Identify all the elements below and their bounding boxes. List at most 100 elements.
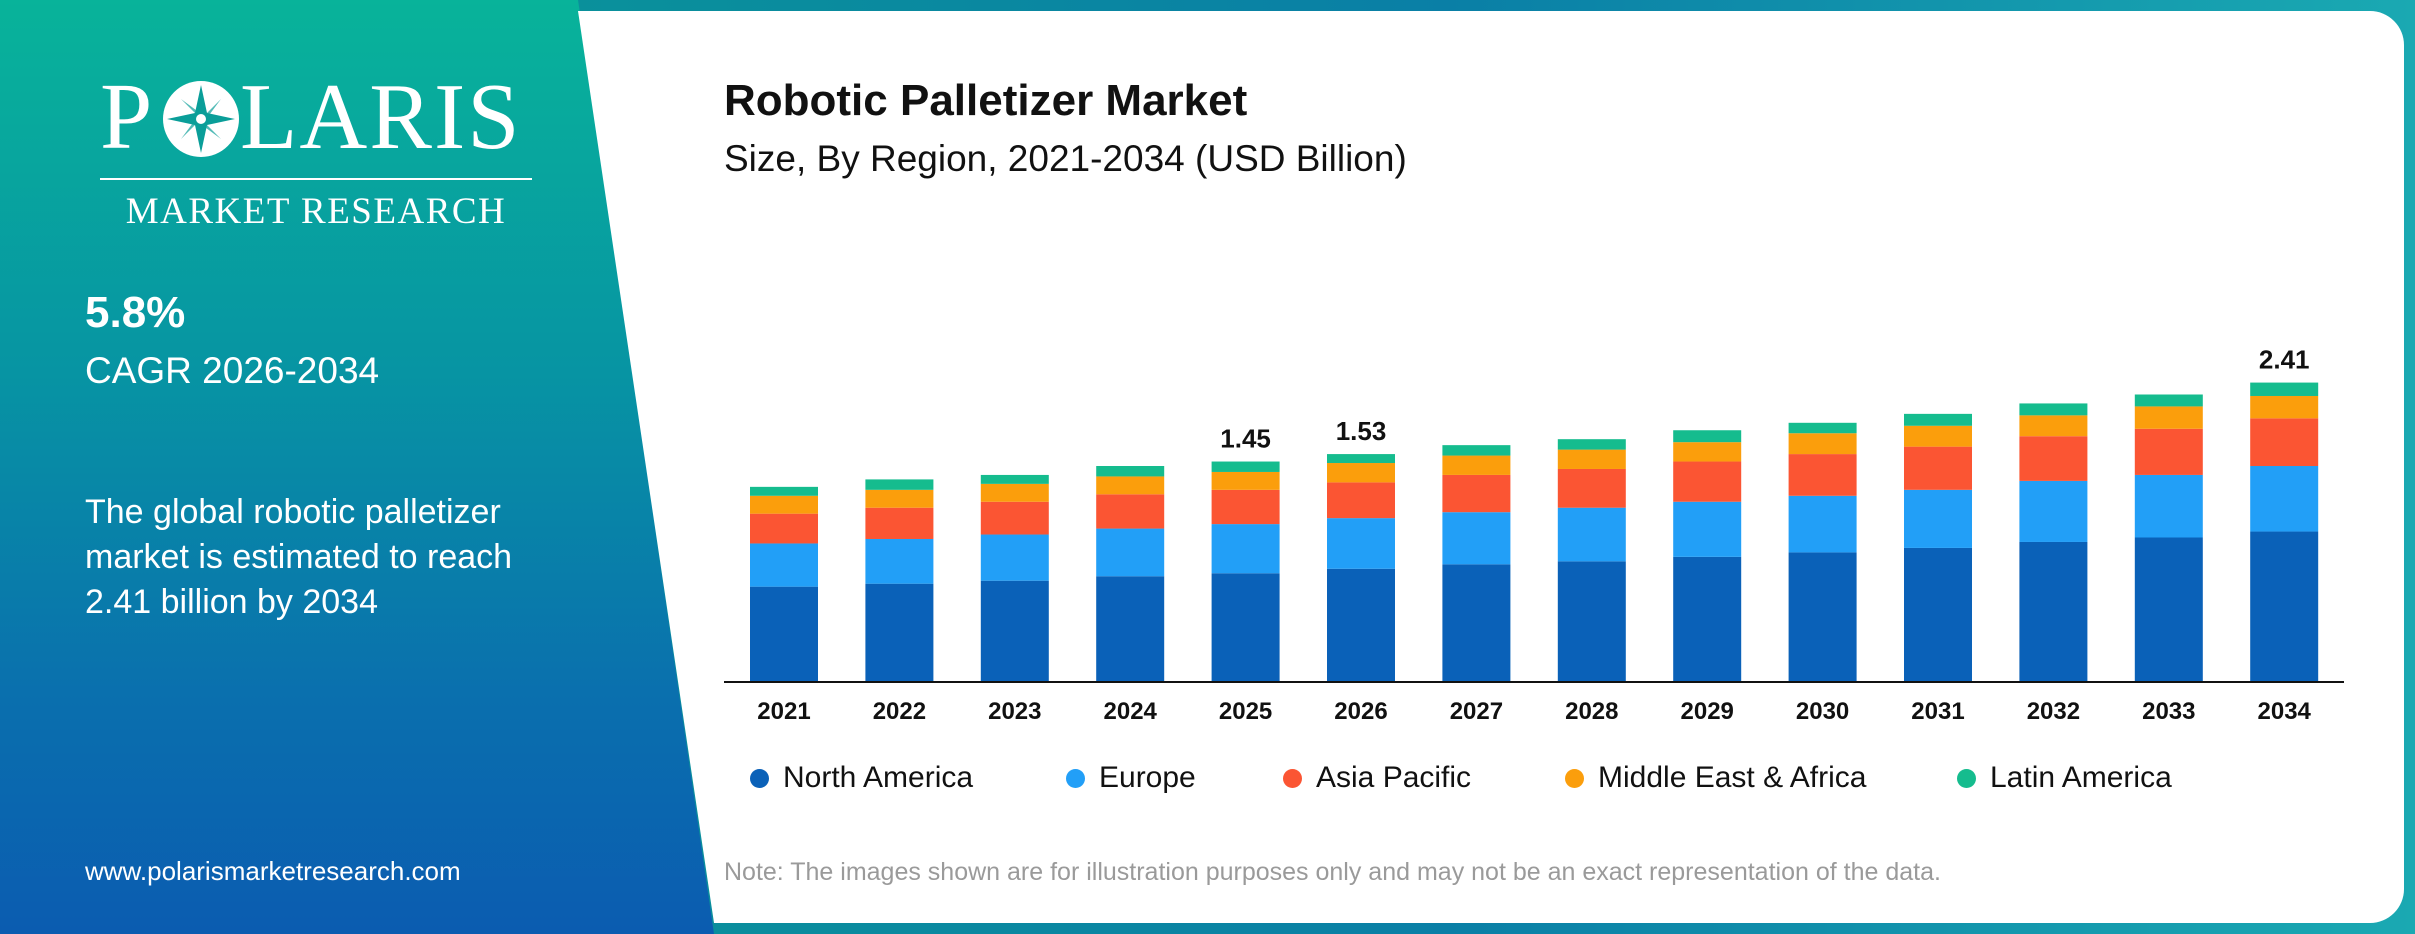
bar-segment-2032-middle-east-africa <box>2019 415 2088 437</box>
logo-subtitle: MARKET RESEARCH <box>125 191 507 232</box>
bar-segment-2026-latin-america <box>1327 454 1395 464</box>
bar-segment-2026-asia-pacific <box>1327 482 1395 519</box>
bar-segment-2031-latin-america <box>1904 413 1972 426</box>
legend-item-middle-east-africa: Middle East & Africa <box>1565 758 1866 798</box>
bar-segment-2031-asia-pacific <box>1904 446 1972 490</box>
bar-segment-2033-latin-america <box>2134 394 2203 407</box>
bar-segment-2024-europe <box>1096 528 1165 577</box>
bar-segment-2021-north-america <box>750 586 818 682</box>
disclaimer-note: Note: The images shown are for illustrat… <box>724 858 1941 886</box>
x-tick-label-2027: 2027 <box>1450 698 1503 725</box>
bar-segment-2034-asia-pacific <box>2250 418 2319 466</box>
bar-segment-2025-latin-america <box>1211 461 1280 472</box>
bar-segment-2022-north-america <box>865 583 934 682</box>
x-tick-label-2030: 2030 <box>1796 698 1849 725</box>
legend-label: North America <box>783 761 974 794</box>
bar-segment-2029-middle-east-africa <box>1673 442 1742 462</box>
legend-label: Asia Pacific <box>1316 761 1472 794</box>
legend-label: Middle East & Africa <box>1598 761 1867 794</box>
bar-segment-2021-middle-east-africa <box>750 495 818 514</box>
legend-swatch <box>1066 768 1085 788</box>
bar-segment-2033-middle-east-africa <box>2134 406 2203 429</box>
chart-subtitle: Size, By Region, 2021-2034 (USD Billion) <box>724 138 1407 179</box>
legend-swatch <box>1565 768 1584 788</box>
bar-segment-2033-north-america <box>2134 537 2203 682</box>
cagr-label: CAGR 2026-2034 <box>85 350 380 391</box>
total-label-2026: 1.53 <box>1336 416 1387 446</box>
bar-segment-2027-north-america <box>1442 564 1511 682</box>
bar-segment-2026-europe <box>1327 518 1395 569</box>
bar-segment-2027-middle-east-africa <box>1442 455 1511 475</box>
website-link[interactable]: www.polarismarketresearch.com <box>85 856 461 886</box>
cagr-value: 5.8% <box>85 288 186 337</box>
bar-segment-2033-europe <box>2134 474 2203 538</box>
bar-segment-2024-latin-america <box>1096 466 1165 477</box>
legend-item-europe: Europe <box>1066 758 1196 798</box>
bar-segment-2029-north-america <box>1673 556 1742 682</box>
x-tick-label-2025: 2025 <box>1219 698 1272 725</box>
bar-segment-2025-middle-east-africa <box>1211 471 1280 490</box>
bar-segment-2026-north-america <box>1327 568 1395 682</box>
legend-item-north-america: North America <box>750 758 973 798</box>
info-panel: P LARIS MARKET RESEARCH 5.8% CAGR 2026-2… <box>0 0 714 934</box>
bar-segment-2022-europe <box>865 538 934 584</box>
bar-segment-2028-asia-pacific <box>1557 468 1626 508</box>
bar-segment-2032-north-america <box>2019 541 2088 682</box>
bar-segment-2027-latin-america <box>1442 445 1511 456</box>
bar-segment-2023-north-america <box>980 580 1049 682</box>
bar-segment-2024-north-america <box>1096 576 1165 682</box>
x-tick-label-2033: 2033 <box>2142 698 2195 725</box>
bar-segment-2034-europe <box>2250 466 2319 532</box>
x-tick-label-2031: 2031 <box>1911 698 1964 725</box>
bar-segment-2028-latin-america <box>1557 439 1626 450</box>
bar-segment-2024-middle-east-africa <box>1096 476 1165 495</box>
bar-segment-2027-europe <box>1442 512 1511 565</box>
bar-segment-2034-north-america <box>2250 531 2319 682</box>
chart-title: Robotic Palletizer Market <box>724 76 1248 125</box>
bar-segment-2032-europe <box>2019 480 2088 542</box>
x-tick-label-2029: 2029 <box>1681 698 1734 725</box>
bar-segment-2031-europe <box>1904 489 1972 548</box>
logo-divider <box>100 178 532 180</box>
x-tick-label-2028: 2028 <box>1565 698 1618 725</box>
x-tick-label-2021: 2021 <box>757 698 810 725</box>
bar-segment-2034-middle-east-africa <box>2250 395 2319 419</box>
bar-segment-2028-middle-east-africa <box>1557 449 1626 469</box>
x-tick-label-2023: 2023 <box>988 698 1041 725</box>
bar-segment-2032-asia-pacific <box>2019 436 2088 481</box>
logo-letters-laris: LARIS <box>240 65 522 169</box>
bar-segment-2025-north-america <box>1211 573 1280 682</box>
market-description: The global robotic palletizer market is … <box>85 493 513 621</box>
bar-segment-2021-asia-pacific <box>750 513 818 544</box>
bar-segment-2023-asia-pacific <box>980 501 1049 535</box>
bar-segment-2022-middle-east-africa <box>865 489 934 508</box>
legend-item-asia-pacific: Asia Pacific <box>1283 758 1471 798</box>
bar-segment-2029-latin-america <box>1673 430 1742 443</box>
bar-segment-2029-asia-pacific <box>1673 461 1742 502</box>
bar-segment-2021-latin-america <box>750 486 818 496</box>
logo-letter-p: P <box>100 65 155 169</box>
total-label-2025: 1.45 <box>1220 424 1271 454</box>
bar-segment-2033-asia-pacific <box>2134 428 2203 475</box>
bar-segment-2023-europe <box>980 534 1049 581</box>
bar-segment-2030-north-america <box>1788 552 1857 682</box>
bar-segment-2024-asia-pacific <box>1096 494 1165 529</box>
bar-segment-2023-middle-east-africa <box>980 483 1049 502</box>
bar-segment-2021-europe <box>750 543 818 587</box>
bar-segment-2023-latin-america <box>980 474 1049 484</box>
bar-segment-2025-asia-pacific <box>1211 489 1280 525</box>
legend-swatch <box>1283 768 1302 788</box>
logo: P LARIS <box>100 62 530 172</box>
legend-label: Europe <box>1099 761 1196 794</box>
bar-segment-2028-europe <box>1557 507 1626 562</box>
x-tick-label-2022: 2022 <box>873 698 926 725</box>
x-tick-label-2032: 2032 <box>2027 698 2080 725</box>
bar-segment-2022-latin-america <box>865 479 934 490</box>
bar-segment-2031-middle-east-africa <box>1904 425 1972 447</box>
bar-segment-2030-latin-america <box>1788 422 1857 434</box>
total-label-2034: 2.41 <box>2259 345 2310 375</box>
bar-segment-2026-middle-east-africa <box>1327 463 1395 483</box>
compass-star-icon <box>163 81 239 157</box>
bar-segment-2025-europe <box>1211 524 1280 574</box>
bar-segment-2030-middle-east-africa <box>1788 433 1857 455</box>
